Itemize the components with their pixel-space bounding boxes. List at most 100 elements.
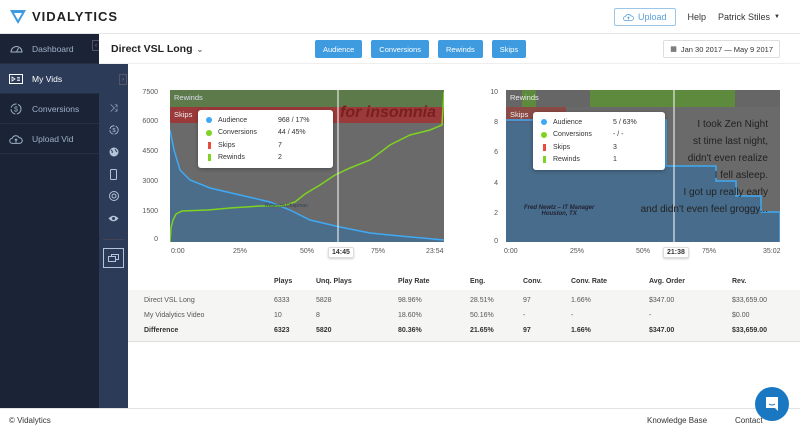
vidalytics-logo-icon xyxy=(10,9,26,24)
video-header: Direct VSL Long ⌄ Audience Conversions R… xyxy=(99,34,800,64)
cursor-time-badge: 14:45 xyxy=(328,247,354,258)
dollar-cycle-icon: $ xyxy=(9,103,23,114)
table-body: Direct VSL Long 6333 5828 98.96% 28.51% … xyxy=(128,290,800,342)
caret-down-icon: ▼ xyxy=(774,14,780,20)
expand-sub-sidebar-toggle[interactable]: › xyxy=(119,74,127,85)
overlay-line: didn't even realize xyxy=(687,153,768,164)
cell: My Vidalytics Video xyxy=(144,312,205,319)
cell: 1.66% xyxy=(571,327,591,334)
y-tick: 6000 xyxy=(142,118,158,125)
shuffle-icon[interactable]: ⤨ xyxy=(109,102,118,114)
knowledge-base-link[interactable]: Knowledge Base xyxy=(647,416,708,425)
x-tick: 0:00 xyxy=(171,248,185,255)
overlay-line: I got up really early xyxy=(683,187,769,198)
conversions-marker-icon xyxy=(206,129,212,136)
tooltip-label: Rewinds xyxy=(553,156,580,164)
chart-tooltip: Audience 968 / 17% Conversions 44 / 45% Sk… xyxy=(198,110,333,168)
y-tick: 6 xyxy=(494,149,498,156)
sidebar-item-label: Upload Vid xyxy=(32,133,74,144)
tooltip-value: 44 / 45% xyxy=(278,129,306,137)
sidebar-item-dashboard[interactable]: Dashboard xyxy=(0,34,99,64)
video-overlay-text: for insomnia xyxy=(340,104,437,121)
y-tick: 4500 xyxy=(142,148,158,155)
y-tick: 0 xyxy=(494,238,498,245)
cell: $0.00 xyxy=(732,312,750,319)
svg-text:$: $ xyxy=(112,128,116,134)
sidebar-item-label: Conversions xyxy=(32,103,80,114)
cell: - xyxy=(649,312,652,319)
cell: 5820 xyxy=(316,327,332,334)
x-tick: 25% xyxy=(570,248,585,255)
sidebar-item-upload-vid[interactable]: Upload Vid xyxy=(0,124,99,154)
tooltip-value: 5 / 63% xyxy=(613,118,637,126)
overlay-line: st time last night, xyxy=(692,136,768,147)
cell: $347.00 xyxy=(649,327,675,334)
upload-label: Upload xyxy=(637,12,667,22)
cell: 50.16% xyxy=(470,312,494,319)
retention-chart-my-vidalytics: 10 8 6 4 2 0 Rewinds Skips I took Zen Ni… xyxy=(476,88,800,268)
table-row: My Vidalytics Video 10 8 18.60% 50.16% -… xyxy=(128,308,800,323)
help-link[interactable]: Help xyxy=(687,12,707,22)
rewinds-band xyxy=(170,90,444,107)
cell: $33,659.00 xyxy=(732,297,768,304)
sidebar-item-label: My Vids xyxy=(32,73,63,84)
x-tick: 23:54 xyxy=(426,248,444,255)
footer: © Vidalytics Knowledge Base Contact xyxy=(0,408,800,430)
upload-button[interactable]: Upload xyxy=(613,8,676,26)
skips-marker-icon xyxy=(207,141,211,149)
video-selector[interactable]: Direct VSL Long ⌄ xyxy=(111,43,203,55)
date-range: Jan 30 2017 — May 9 2017 xyxy=(680,44,773,54)
x-tick: 35:02 xyxy=(763,248,781,255)
cell: 97 xyxy=(523,327,531,334)
x-tick: 0:00 xyxy=(504,248,518,255)
audience-marker-icon xyxy=(206,117,212,124)
mobile-icon[interactable] xyxy=(99,163,128,185)
filter-conversions-button[interactable]: Conversions xyxy=(371,40,429,58)
cell: 28.51% xyxy=(470,297,494,304)
user-name: Patrick Stiles xyxy=(718,12,771,22)
user-menu[interactable]: Patrick Stiles ▼ xyxy=(718,12,780,22)
contact-link[interactable]: Contact xyxy=(735,416,763,425)
caption-line: Fred Newtz – IT Manager xyxy=(524,205,595,211)
y-tick: 0 xyxy=(154,236,158,243)
cell: $347.00 xyxy=(649,297,675,304)
compare-icon[interactable] xyxy=(103,248,124,268)
sidebar-item-conversions[interactable]: $ Conversions xyxy=(0,94,99,124)
dollar-cycle-icon[interactable]: $ xyxy=(99,119,128,141)
filter-rewinds-button[interactable]: Rewinds xyxy=(437,40,483,58)
date-range-picker[interactable]: ▦ Jan 30 2017 — May 9 2017 xyxy=(663,40,780,58)
y-tick: 7500 xyxy=(142,89,158,96)
cell: 21.65% xyxy=(470,327,494,334)
tooltip-label: Audience xyxy=(553,118,583,126)
logo[interactable]: VIDALYTICS xyxy=(10,9,118,24)
tooltip-value: 7 xyxy=(278,141,282,149)
cell: 10 xyxy=(274,312,282,319)
cell: 97 xyxy=(523,297,531,304)
col-header: Conv. Rate xyxy=(571,277,608,285)
cloud-upload-icon xyxy=(9,133,23,144)
tooltip-value: 1 xyxy=(613,156,617,164)
top-bar: VIDALYTICS Upload Help Patrick Stiles ▼ xyxy=(0,0,800,34)
chrome-icon[interactable] xyxy=(99,185,128,207)
x-tick: 75% xyxy=(371,248,386,255)
tooltip-label: Audience xyxy=(218,116,248,124)
calendar-icon: ▦ xyxy=(670,46,677,53)
cell: 18.60% xyxy=(398,312,422,319)
sidebar-item-my-vids[interactable]: My Vids xyxy=(0,64,99,94)
chat-widget-button[interactable] xyxy=(755,387,789,421)
y-tick: 2 xyxy=(494,210,498,217)
chevron-down-icon: ⌄ xyxy=(196,44,204,54)
sub-sidebar: › ⤨ $ xyxy=(99,64,128,408)
cell: - xyxy=(571,312,574,319)
skips-band-label: Skips xyxy=(510,110,529,119)
filter-skips-button[interactable]: Skips xyxy=(491,40,527,58)
cell: 80.36% xyxy=(398,327,422,334)
filter-audience-button[interactable]: Audience xyxy=(315,40,363,58)
conversions-marker-icon xyxy=(541,131,547,138)
overlay-line: and didn't even feel groggy... xyxy=(640,204,768,215)
y-tick: 1500 xyxy=(142,208,158,215)
retention-chart-direct-vsl: 7500 6000 4500 3000 1500 0 Rewinds Skips… xyxy=(128,88,458,268)
eye-icon[interactable] xyxy=(99,207,128,229)
globe-icon[interactable] xyxy=(99,141,128,163)
cell: 6323 xyxy=(274,327,290,334)
